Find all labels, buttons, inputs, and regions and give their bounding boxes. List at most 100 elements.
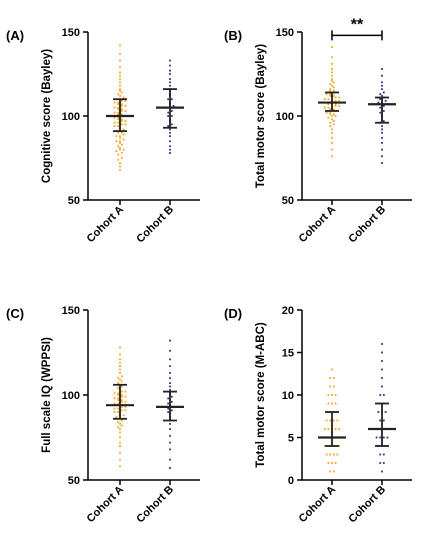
data-point [381, 343, 383, 345]
data-point [119, 44, 121, 47]
category-label: Cohort B [346, 204, 388, 246]
data-point [169, 428, 171, 430]
data-point [117, 118, 120, 121]
data-point [119, 81, 121, 84]
data-point [120, 99, 123, 102]
data-point [113, 106, 116, 109]
data-point [381, 360, 383, 362]
data-point [169, 84, 171, 87]
data-point [169, 377, 171, 379]
data-point [119, 168, 121, 171]
data-point [332, 120, 335, 122]
y-tick-label: 0 [288, 475, 294, 487]
data-point [113, 121, 116, 124]
data-point [338, 445, 341, 447]
data-point [119, 78, 121, 80]
data-point [117, 101, 120, 104]
data-point [119, 441, 121, 444]
data-point [169, 389, 171, 391]
data-point [329, 111, 332, 114]
data-point [119, 66, 121, 69]
data-point [167, 111, 170, 114]
data-point [119, 88, 121, 91]
data-point [117, 125, 120, 127]
data-point [120, 399, 123, 401]
data-point [331, 84, 333, 87]
data-point [336, 419, 339, 422]
y-axis-title: Full scale IQ (WPPSI) [41, 337, 53, 453]
data-point [170, 400, 173, 403]
data-point [331, 155, 333, 158]
data-point [120, 143, 123, 146]
data-point [169, 385, 171, 388]
data-point [169, 131, 171, 134]
data-point [169, 69, 171, 72]
data-point [115, 140, 118, 143]
data-point [377, 411, 380, 413]
data-point [117, 153, 120, 156]
data-point [119, 451, 121, 454]
data-point [169, 339, 171, 342]
data-point [122, 138, 125, 141]
data-point [117, 131, 120, 134]
y-tick-label: 100 [276, 111, 294, 123]
data-point [167, 115, 170, 117]
data-point [117, 387, 120, 390]
data-point [382, 91, 385, 94]
data-point [332, 385, 335, 388]
y-tick-label: 150 [62, 305, 80, 317]
data-point [119, 84, 121, 87]
data-point [379, 419, 382, 422]
data-point [120, 424, 123, 427]
data-point [113, 402, 116, 405]
data-point [331, 68, 333, 70]
data-point [329, 88, 332, 91]
data-point [167, 98, 170, 101]
data-point [117, 394, 120, 396]
data-point [117, 93, 120, 96]
data-point [119, 94, 121, 97]
data-point [331, 63, 333, 65]
data-point [384, 411, 387, 413]
data-point [122, 133, 125, 136]
data-point [170, 115, 173, 117]
data-point [117, 426, 120, 429]
data-point [331, 131, 333, 134]
data-point [120, 385, 123, 388]
data-point [379, 394, 382, 396]
data-point [379, 436, 382, 439]
data-point [117, 108, 120, 111]
data-point [381, 125, 383, 127]
data-point [381, 162, 383, 164]
y-tick-label: 150 [276, 27, 294, 39]
data-point [119, 135, 121, 138]
category-label: Cohort A [297, 484, 339, 526]
data-point [119, 365, 121, 367]
data-point [117, 392, 120, 395]
data-point [119, 445, 121, 447]
data-point [169, 64, 171, 67]
data-point [169, 448, 171, 451]
data-point [382, 453, 385, 456]
data-point [119, 353, 121, 356]
data-point [119, 141, 121, 144]
data-point [381, 148, 383, 151]
data-point [329, 83, 332, 85]
data-point [172, 105, 175, 107]
data-point [119, 346, 121, 349]
data-point [124, 400, 127, 403]
data-point [336, 453, 339, 456]
y-axis-title: Total motor score (M-ABC) [255, 322, 267, 468]
data-point [169, 372, 171, 374]
data-point [334, 428, 337, 430]
data-point [122, 148, 125, 151]
data-point [170, 123, 173, 126]
chart-panel: (A) 50 100 150 Cognitive score (Bayley) Cohor… [6, 27, 200, 245]
data-point [338, 428, 341, 430]
data-point [381, 84, 383, 87]
data-point [329, 377, 332, 379]
data-point [331, 128, 333, 131]
data-point [120, 91, 123, 94]
data-point [331, 141, 333, 144]
data-point [124, 395, 127, 398]
